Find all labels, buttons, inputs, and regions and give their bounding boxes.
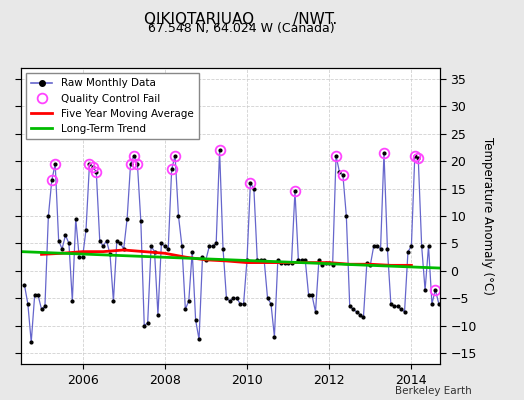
- Text: 67.548 N, 64.024 W (Canada): 67.548 N, 64.024 W (Canada): [148, 22, 334, 35]
- Text: QIKIQTARJUAQ        /NWT.: QIKIQTARJUAQ /NWT.: [145, 12, 337, 27]
- Y-axis label: Temperature Anomaly (°C): Temperature Anomaly (°C): [481, 137, 494, 295]
- Legend: Raw Monthly Data, Quality Control Fail, Five Year Moving Average, Long-Term Tren: Raw Monthly Data, Quality Control Fail, …: [26, 73, 199, 139]
- Text: Berkeley Earth: Berkeley Earth: [395, 386, 472, 396]
